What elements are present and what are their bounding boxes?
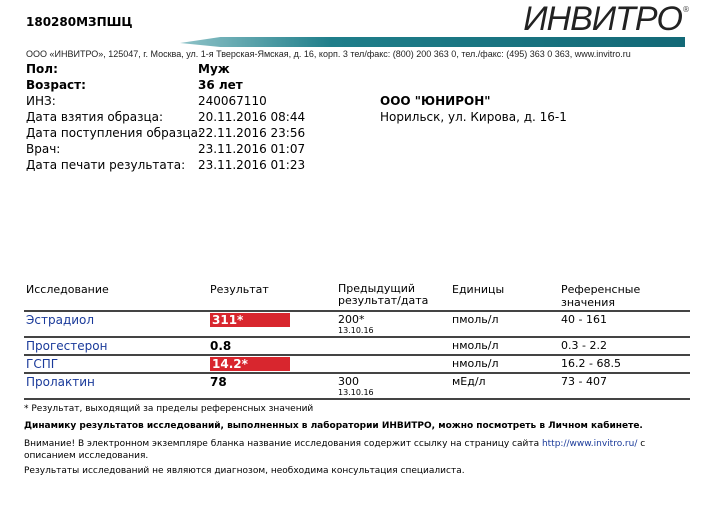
- units: нмоль/л: [450, 337, 559, 356]
- test-name-link[interactable]: Прогестерон: [26, 339, 108, 353]
- test-name-link[interactable]: Пролактин: [26, 375, 95, 389]
- print-date-label: Дата печати результата:: [26, 158, 186, 172]
- attention-text-end: с описанием исследования.: [24, 439, 646, 461]
- sample-date-value: 20.11.2016 08:44: [198, 110, 306, 124]
- result-value: 78: [210, 375, 227, 389]
- test-name-link[interactable]: Эстрадиол: [26, 313, 95, 327]
- table-header: Исследование Результат Предыдущий резуль…: [24, 283, 690, 312]
- asterisk-note: * Результат, выходящий за пределы рефере…: [24, 404, 314, 414]
- brand-bar: [180, 37, 685, 47]
- received-date-label: Дата поступления образца:: [26, 126, 202, 140]
- col-units: Единицы: [450, 283, 559, 312]
- table-row: ГСПГ 14.2* нмоль/л 16.2 - 68.5: [24, 355, 690, 374]
- attention-note: Внимание! В электронном экземпляре бланк…: [24, 438, 694, 462]
- invitro-logo: ИНВИТРО: [523, 0, 683, 38]
- table-row: Эстрадиол 311* 200* 13.10.16 пмоль/л 40 - 161: [24, 311, 690, 338]
- sample-date-label: Дата взятия образца:: [26, 110, 164, 124]
- reference-range: 73 - 407: [559, 373, 690, 400]
- sex-value: Муж: [198, 62, 230, 76]
- received-date-value: 22.11.2016 23:56: [198, 126, 306, 140]
- previous-date: 13.10.16: [338, 326, 374, 335]
- lab-address: ООО «ИНВИТРО», 125047, г. Москва, ул. 1-…: [26, 49, 631, 59]
- col-result: Результат: [208, 283, 336, 312]
- results-table: Исследование Результат Предыдущий резуль…: [24, 283, 690, 400]
- inz-value: 240067110: [198, 94, 267, 108]
- attention-text: Внимание! В электронном экземпляре бланк…: [24, 439, 542, 449]
- dynamics-note: Динамику результатов исследований, выпол…: [24, 421, 643, 431]
- previous-result: 300: [338, 375, 359, 388]
- sex-label: Пол:: [26, 62, 58, 76]
- col-previous: Предыдущий результат/дата: [336, 283, 450, 312]
- disclaimer: Результаты исследований не являются диаг…: [24, 466, 465, 476]
- inz-label: ИНЗ:: [26, 94, 56, 108]
- reference-range: 0.3 - 2.2: [559, 337, 690, 356]
- result-value: 0.8: [210, 339, 232, 353]
- reference-range: 40 - 161: [559, 311, 690, 338]
- doctor-value: 23.11.2016 01:07: [198, 142, 306, 156]
- org-name: ООО "ЮНИРОН": [380, 94, 491, 108]
- result-value: 311*: [210, 313, 290, 327]
- order-code: 180280МЗПШЦ: [26, 15, 133, 29]
- doctor-label: Врач:: [26, 142, 61, 156]
- table-row: Прогестерон 0.8 нмоль/л 0.3 - 2.2: [24, 337, 690, 356]
- previous-result: 200*: [338, 313, 365, 326]
- col-reference: Референсные значения: [559, 283, 690, 312]
- age-label: Возраст:: [26, 78, 86, 92]
- test-name-link[interactable]: ГСПГ: [26, 357, 59, 371]
- col-test: Исследование: [24, 283, 208, 312]
- invitro-link[interactable]: http://www.invitro.ru/: [541, 439, 638, 449]
- print-date-value: 23.11.2016 01:23: [198, 158, 306, 172]
- previous-date: 13.10.16: [338, 388, 374, 397]
- registered-icon: ®: [682, 5, 690, 14]
- units: нмоль/л: [450, 355, 559, 374]
- reference-range: 16.2 - 68.5: [559, 355, 690, 374]
- table-row: Пролактин 78 300 13.10.16 мЕд/л 73 - 407: [24, 373, 690, 400]
- units: пмоль/л: [450, 311, 559, 338]
- age-value: 36 лет: [198, 78, 243, 92]
- org-address: Норильск, ул. Кирова, д. 16-1: [380, 110, 567, 124]
- result-value: 14.2*: [210, 357, 290, 371]
- units: мЕд/л: [450, 373, 559, 400]
